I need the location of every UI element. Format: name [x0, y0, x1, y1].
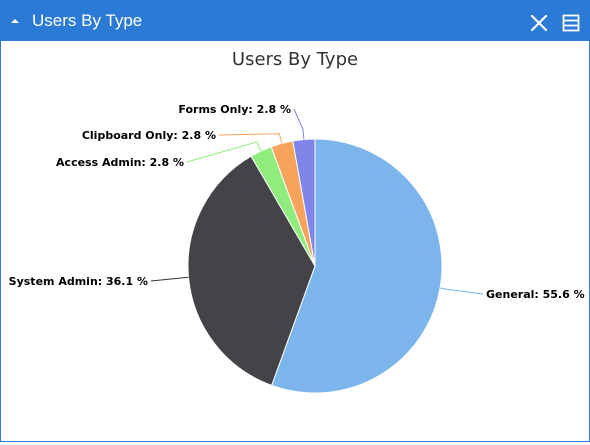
menu-icon[interactable]	[562, 14, 580, 32]
caret-up-icon[interactable]	[7, 13, 23, 29]
data-label-forms-only: Forms Only: 2.8 %	[178, 103, 291, 116]
chart-title: Users By Type	[232, 49, 358, 70]
widget-header: Users By Type	[1, 1, 589, 41]
data-label-access-admin: Access Admin: 2.8 %	[56, 156, 184, 169]
chart-area: Users By Type General: 55.6 % System Admi…	[2, 42, 588, 440]
data-label-system-admin: System Admin: 36.1 %	[9, 275, 148, 288]
close-icon[interactable]	[530, 14, 548, 32]
pie-slice-general[interactable]	[271, 138, 443, 394]
widget-title: Users By Type	[32, 11, 143, 30]
connector-line-general	[440, 287, 484, 295]
pie-chart: Users By Type General: 55.6 % System Admi…	[9, 49, 585, 394]
connector-line-system-admin	[150, 276, 189, 282]
connector-line-forms-only	[293, 108, 305, 140]
connector-line-clipboard-only	[218, 133, 283, 144]
data-label-general: General: 55.6 %	[486, 288, 585, 301]
data-label-clipboard-only: Clipboard Only: 2.8 %	[82, 129, 216, 142]
pie-slice-system-admin[interactable]	[187, 155, 316, 387]
connector-line-access-admin	[186, 141, 262, 163]
